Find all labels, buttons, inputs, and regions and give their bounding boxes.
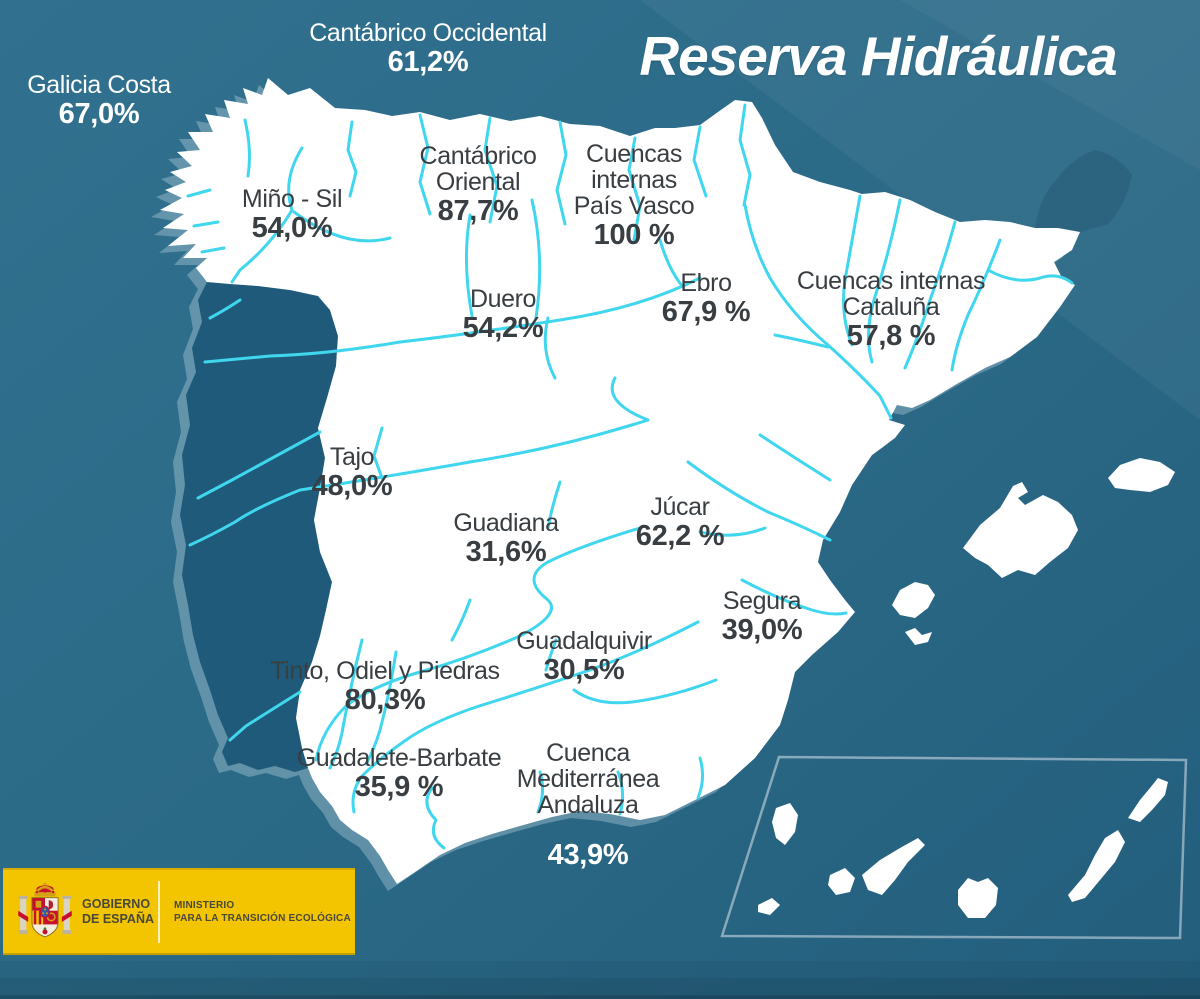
basin-label-ebro: Ebro 67,9 % <box>662 270 751 328</box>
basin-value: 39,0% <box>721 614 803 646</box>
ministerio-label: MINISTERIO PARA LA TRANSICIÓN ECOLÓGICA <box>174 899 351 924</box>
basin-name: Ebro <box>680 269 732 297</box>
la-palma-island <box>772 803 798 845</box>
basin-name: País Vasco <box>573 192 695 220</box>
basin-label-guadiana: Guadiana 31,6% <box>453 509 559 568</box>
basin-value: 87,7% <box>437 195 519 227</box>
basin-label-jucar: Júcar 62,2 % <box>636 494 725 552</box>
basin-value: 54,0% <box>251 212 333 244</box>
basin-value: 61,2% <box>387 46 469 78</box>
basin-name: Miño - Sil <box>241 185 343 213</box>
basin-name: Cataluña <box>842 293 940 321</box>
basin-name: Andaluza <box>537 791 639 819</box>
ibiza-island <box>892 582 935 618</box>
menorca-island <box>1108 458 1175 492</box>
basin-name: Oriental <box>435 168 521 196</box>
basin-name: Mediterránea <box>516 765 660 793</box>
basin-name: Tinto, Odiel y Piedras <box>270 657 500 685</box>
basin-label-cantabrico-oriental: Cantábrico Oriental 87,7% <box>420 143 537 227</box>
basin-label-cantabrico-occidental: Cantábrico Occidental 61,2% <box>309 20 547 78</box>
gobierno-label: GOBIERNO DE ESPAÑA <box>82 897 155 926</box>
government-banner: GOBIERNO DE ESPAÑA MINISTERIO PARA LA TR… <box>3 868 355 955</box>
basin-label-segura: Segura 39,0% <box>722 588 803 646</box>
balearic-islands <box>892 458 1175 645</box>
basin-value: 100 % <box>593 219 675 251</box>
basin-label-duero: Duero 54,2% <box>463 286 544 344</box>
rivers <box>186 103 1074 850</box>
basin-name: Segura <box>722 587 802 615</box>
canary-islands-inset <box>720 755 1188 940</box>
basin-value: 54,2% <box>462 312 544 344</box>
basin-value: 48,0% <box>311 470 393 502</box>
page-title: Reserva Hidráulica <box>639 25 1117 87</box>
basin-label-tinto-odiel-y-piedras: Tinto, Odiel y Piedras 80,3% <box>270 657 500 716</box>
france-silhouette <box>1035 150 1132 232</box>
basin-value: 35,9 % <box>354 771 444 803</box>
basin-label-guadalquivir: Guadalquivir 30,5% <box>516 628 652 686</box>
basin-name: Duero <box>469 285 537 313</box>
bottom-band <box>0 961 1200 999</box>
basin-label-tajo: Tajo 48,0% <box>312 444 393 502</box>
basin-label-cuencas-internas-pais-vasco: Cuencas internas País Vasco 100 % <box>574 141 695 251</box>
fuerteventura-island <box>1068 830 1125 902</box>
sky-light-streak-2 <box>900 0 1200 170</box>
basin-value: 31,6% <box>465 536 547 568</box>
basin-value: 67,0% <box>58 98 140 130</box>
basin-label-mino-sil: Miño - Sil 54,0% <box>241 185 343 244</box>
el-hierro-island <box>758 898 780 915</box>
basin-name: Cuencas internas <box>796 267 986 295</box>
canary-inset-frame <box>720 755 1188 940</box>
basin-name: Guadiana <box>453 509 559 537</box>
basin-name: Cuenca <box>546 739 630 767</box>
basin-value: 80,3% <box>344 684 426 716</box>
basin-label-guadalete-barbate: Guadalete-Barbate 35,9 % <box>296 744 502 803</box>
banner-divider <box>158 880 160 943</box>
formentera-island <box>905 628 932 645</box>
basin-value: 67,9 % <box>661 296 751 328</box>
basin-name: Cantábrico Occidental <box>309 19 547 47</box>
basin-name: Cantábrico <box>419 142 537 170</box>
tenerife-island <box>862 838 925 895</box>
bottom-band-2 <box>0 978 1200 999</box>
basin-name: internas <box>591 166 677 194</box>
basin-value: 30,5% <box>543 654 625 686</box>
basin-label-cuencas-internas-cataluna: Cuencas internas Cataluña 57,8 % <box>796 267 986 352</box>
lanzarote-island <box>1128 778 1168 822</box>
basin-value: 43,9% <box>547 839 629 871</box>
basin-name: Guadalquivir <box>516 627 652 655</box>
la-gomera-island <box>828 868 855 895</box>
basin-value: 57,8 % <box>846 320 936 352</box>
bottom-edge <box>0 995 1200 999</box>
basin-name: Guadalete-Barbate <box>296 744 502 772</box>
basin-value: 62,2 % <box>635 520 725 552</box>
basin-name: Júcar <box>650 493 710 521</box>
basin-label-cuenca-mediterranea-andaluza: Cuenca Mediterránea Andaluza 43,9% <box>517 740 660 871</box>
basin-name: Cuencas <box>586 140 682 168</box>
gran-canaria-island <box>958 878 998 918</box>
spain-coat-of-arms-icon <box>18 881 72 937</box>
basin-label-galicia-costa: Galicia Costa 67,0% <box>27 71 171 130</box>
basin-name: Tajo <box>329 443 375 471</box>
mallorca-island <box>963 482 1078 578</box>
basin-name: Galicia Costa <box>27 71 171 99</box>
